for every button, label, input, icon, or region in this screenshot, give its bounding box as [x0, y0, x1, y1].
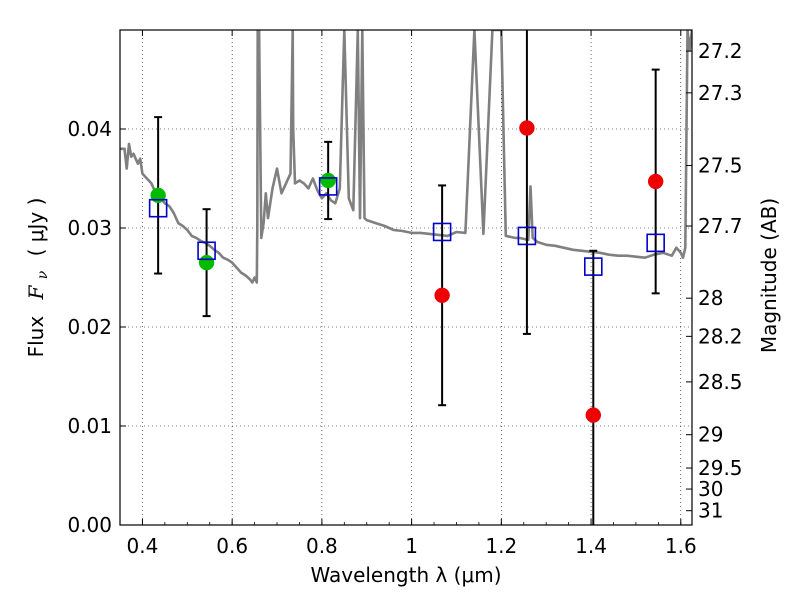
data-point [434, 287, 450, 304]
x-tick-label: 1.4 [575, 534, 607, 558]
x-tick-label: 0.4 [127, 534, 159, 558]
y2-tick-label: 30 [698, 477, 723, 501]
data-point [647, 173, 664, 190]
y-axis-label: Flux F ν ( μJy ) [24, 198, 52, 358]
x-tick-label: 0.6 [216, 534, 248, 558]
y2-tick-label: 27.5 [698, 154, 743, 178]
y-axis-label-symbol: F [24, 284, 48, 300]
model-band-marker [432, 222, 452, 242]
x-tick-label: 1 [405, 534, 418, 558]
y2-tick-label: 29 [698, 423, 723, 447]
data-point [150, 187, 166, 204]
model-band-marker [197, 241, 216, 261]
y-tick-label: 0.03 [67, 216, 112, 240]
data-markers [148, 120, 665, 423]
y2-axis-label: Magnitude (AB) [757, 198, 781, 353]
y-axis-ticks: 0.00 0.01 0.02 0.03 0.04 [67, 117, 126, 537]
y-axis-label-unit: ( μJy ) [24, 198, 48, 257]
y2-tick-label: 31 [698, 499, 723, 523]
y2-tick-label: 28.5 [698, 370, 743, 394]
x-tick-label: 1.2 [485, 534, 517, 558]
x-tick-label: 0.8 [306, 534, 338, 558]
y-tick-label: 0.04 [67, 117, 112, 141]
model-band-marker [517, 226, 537, 246]
y2-tick-label: 27.7 [698, 214, 743, 238]
y-tick-label: 0.00 [67, 513, 112, 537]
x-tick-label: 1.6 [665, 534, 697, 558]
y2-tick-label: 29.5 [698, 456, 743, 480]
data-point [198, 254, 215, 271]
y-tick-label: 0.02 [67, 315, 112, 339]
y2-tick-label: 28 [698, 286, 723, 310]
x-axis-ticks: 0.4 0.6 0.8 1 1.2 1.4 1.6 [119, 30, 697, 558]
y2-tick-label: 28.2 [698, 324, 743, 348]
data-point [320, 172, 336, 189]
plot-frame [119, 29, 693, 526]
y-tick-label: 0.01 [67, 414, 112, 438]
data-point [519, 120, 535, 136]
grid [120, 30, 692, 525]
data-point [585, 407, 602, 423]
model-band-marker [584, 257, 603, 276]
y2-tick-label: 27.3 [698, 81, 743, 105]
y2-tick-label: 27.2 [698, 39, 743, 63]
y-axis-label-sub: ν [35, 270, 51, 279]
model-band-marker [318, 177, 338, 196]
model-band-marker [148, 198, 168, 218]
x-axis-label: Wavelength λ (μm) [310, 563, 501, 587]
model-band-marker [646, 233, 665, 253]
y-axis-label-text: Flux [24, 316, 48, 358]
